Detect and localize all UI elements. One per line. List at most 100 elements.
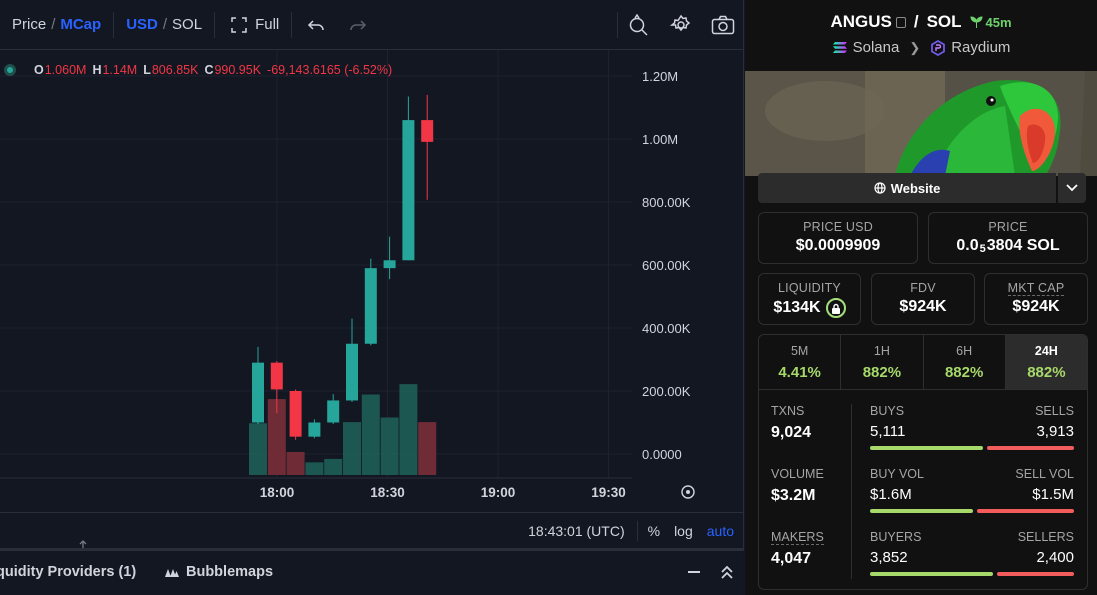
visibility-dot-icon[interactable]	[4, 64, 16, 76]
open-label: O	[34, 63, 44, 77]
fullscreen-button[interactable]: Full	[215, 0, 291, 49]
y-tick-label: 800.00K	[642, 195, 691, 210]
pair-slash: /	[913, 12, 919, 31]
makers-value: 4,047	[771, 550, 812, 567]
links-dropdown-button[interactable]	[1058, 173, 1086, 203]
resize-handle-icon[interactable]	[75, 540, 91, 562]
tab-1h-change: 882%	[862, 364, 902, 381]
undo-icon[interactable]	[304, 13, 328, 37]
liquidity-card: LIQUIDITY $134K	[758, 273, 861, 325]
buyers-sellers-bar	[870, 572, 1074, 576]
candle-body	[421, 120, 434, 142]
sol-toggle[interactable]: SOL	[172, 16, 203, 33]
website-button[interactable]: Website	[758, 173, 1056, 203]
low-label: L	[143, 63, 151, 77]
mcap-toggle[interactable]: MCap	[60, 16, 102, 33]
sells-value: 3,913	[1036, 423, 1074, 440]
ohlc-legend: O 1.060M H 1.14M L 806.85K C 990.95K -69…	[0, 60, 398, 80]
candle-body	[364, 268, 377, 344]
auto-scale-toggle[interactable]: auto	[706, 522, 734, 539]
liquidity-value: $134K	[773, 299, 821, 316]
volume-bar	[343, 422, 361, 475]
tab-liquidity-providers[interactable]: quidity Providers (1)	[0, 564, 137, 580]
y-tick-label: 0.0000	[642, 447, 682, 462]
x-tick-label: 18:00	[260, 485, 295, 500]
quote-token: SOL	[926, 12, 962, 31]
y-tick-label: 600.00K	[642, 258, 691, 273]
price-chart[interactable]: 1.20M 1.00M 800.00K 600.00K 400.00K 200.00K 0.…	[0, 50, 744, 512]
tab-bubblemaps[interactable]: Bubblemaps	[164, 564, 273, 580]
buy-vol-bar-fill	[870, 509, 973, 513]
volume-stat: VOLUME $3.2M	[771, 467, 824, 505]
toolbar-divider	[291, 11, 293, 38]
tab-1h[interactable]: 1H 882%	[841, 335, 924, 389]
chain-breadcrumb: Solana ❯ Raydium	[745, 39, 1097, 56]
chain-name[interactable]: Solana	[852, 39, 900, 56]
change-value: -69,143.6165 (-6.52%)	[267, 63, 393, 77]
price-toggle[interactable]: Price	[12, 16, 47, 33]
makers-label: MAKERS	[771, 530, 824, 545]
candle-body	[270, 362, 283, 390]
copy-icon[interactable]	[895, 16, 906, 28]
volume-bar	[324, 458, 343, 475]
toolbar-divider	[113, 11, 115, 38]
minimize-panel-icon[interactable]	[686, 562, 702, 582]
high-label: H	[92, 63, 102, 77]
candle-body	[308, 422, 321, 437]
candle-body	[327, 400, 340, 423]
percent-scale-toggle[interactable]: %	[647, 522, 661, 539]
y-tick-label: 200.00K	[642, 384, 691, 399]
price-mcap-toggle[interactable]: Price / MCap	[0, 0, 113, 49]
currency-toggle[interactable]: USD / SOL	[114, 0, 214, 49]
pair-age: 45m	[970, 15, 1012, 30]
axis-settings-icon[interactable]	[681, 485, 695, 499]
chevron-right-icon: ❯	[909, 39, 921, 55]
redo-icon[interactable]	[346, 13, 370, 37]
lock-icon[interactable]	[825, 298, 846, 318]
utc-clock[interactable]: 18:43:01 (UTC)	[528, 522, 625, 539]
tab-5m-change: 4.41%	[778, 364, 821, 381]
tab-24h[interactable]: 24H 882%	[1005, 335, 1087, 389]
txns-label: TXNS	[771, 404, 805, 418]
sellers-bar-fill	[997, 572, 1074, 576]
camera-icon[interactable]	[711, 13, 735, 37]
high-value: 1.14M	[102, 63, 138, 77]
open-value: 1.060M	[44, 63, 87, 77]
fdv-value: $924K	[899, 298, 947, 315]
volume-label: VOLUME	[771, 467, 824, 481]
history-controls	[292, 0, 382, 49]
sells-label: SELLS	[1035, 404, 1074, 418]
makers-stat: MAKERS 4,047	[771, 530, 824, 568]
price-sol-label: PRICE	[988, 220, 1028, 234]
sells-bar-fill	[987, 446, 1074, 450]
close-label: C	[204, 63, 214, 77]
price-sol-suffix: 3804 SOL	[986, 237, 1060, 254]
chart-status-bar: 18:43:01 (UTC) % log auto	[0, 512, 744, 548]
pair-info-panel: ANGUS / SOL 45m Solana ❯ Raydium	[745, 0, 1097, 595]
dex-name[interactable]: Raydium	[951, 39, 1011, 56]
log-scale-toggle[interactable]: log	[674, 522, 693, 539]
expand-panel-icon[interactable]	[719, 562, 735, 582]
buy-vol-label: BUY VOL	[870, 467, 924, 481]
buyers-value: 3,852	[870, 549, 908, 566]
base-token: ANGUS	[830, 12, 892, 31]
tab-6h-label: 6H	[956, 344, 973, 358]
chevron-down-icon	[1066, 184, 1078, 192]
tab-5m[interactable]: 5M 4.41%	[759, 335, 842, 389]
settings-gear-icon[interactable]	[669, 13, 693, 37]
y-tick-label: 1.00M	[642, 132, 678, 147]
price-usd-label: PRICE USD	[803, 220, 873, 234]
solana-icon	[832, 42, 847, 53]
usd-toggle[interactable]: USD	[126, 16, 158, 33]
bubblemaps-label: Bubblemaps	[186, 564, 274, 580]
tab-24h-label: 24H	[1034, 344, 1058, 358]
chart-toolbar: Price / MCap USD / SOL Full	[0, 0, 744, 50]
pair-age-value: 45m	[985, 14, 1012, 30]
toolbar-divider	[214, 11, 216, 38]
buyers-sellers-stat: BUYERS SELLERS 3,852 2,400	[870, 530, 1074, 576]
buy-sell-volume-bar	[870, 509, 1074, 513]
globe-icon	[874, 182, 886, 194]
quick-search-icon[interactable]	[627, 13, 651, 37]
tab-6h[interactable]: 6H 882%	[924, 335, 1006, 389]
